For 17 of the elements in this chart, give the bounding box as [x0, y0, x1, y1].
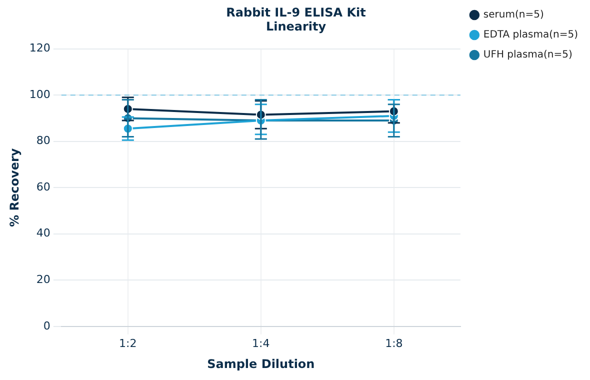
x-tick-label: 1:2 — [119, 336, 137, 350]
y-tick-label: 0 — [43, 319, 50, 332]
y-tick-label: 60 — [36, 180, 50, 194]
x-tick-label: 1:8 — [385, 336, 403, 350]
y-tick-label: 80 — [36, 134, 50, 148]
y-tick-label: 120 — [29, 42, 50, 55]
y-tick-label: 40 — [36, 226, 50, 240]
legend-label: UFH plasma(n=5) — [483, 50, 572, 61]
chart-subtitle: Linearity — [266, 20, 326, 34]
x-tick-label: 1:4 — [252, 336, 270, 350]
chart-title: Rabbit IL-9 ELISA Kit — [226, 5, 366, 20]
legend-label: EDTA plasma(n=5) — [483, 30, 578, 41]
x-axis-title: Sample Dilution — [207, 356, 315, 371]
y-tick-label: 20 — [36, 272, 50, 286]
legend-label: serum(n=5) — [483, 10, 544, 21]
y-axis-title: % Recovery — [7, 148, 22, 227]
y-tick-label: 100 — [29, 88, 50, 101]
